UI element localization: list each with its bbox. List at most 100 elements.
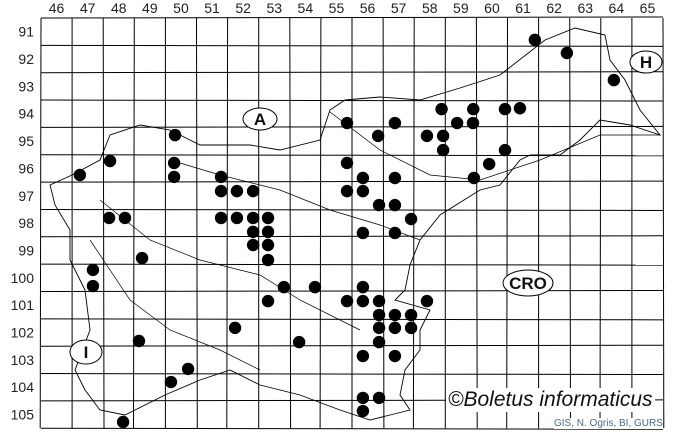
record-dot [513,102,527,115]
record-dot [228,321,242,335]
row-label: 96 [18,160,34,176]
column-label: 56 [360,0,376,16]
grid-line-horizontal [40,427,664,430]
column-label: 51 [204,0,220,16]
record-dot [340,184,354,198]
record-dot [308,280,322,294]
copyright-text: ©Boletus informaticus [446,388,655,412]
record-dot [167,170,181,184]
record-dot [261,294,275,308]
column-label: 48 [111,0,127,16]
record-dot [230,211,244,225]
record-dot [86,263,100,277]
record-dot [420,129,434,143]
grid-line-vertical [289,17,292,429]
country-label-austria: A [242,107,278,131]
column-label: 61 [515,0,531,16]
grid-line-vertical [133,17,135,429]
record-dot [436,129,450,143]
record-dot [340,156,354,170]
record-dot [371,129,385,143]
record-dot [86,279,100,293]
column-label: 60 [484,0,500,16]
record-dot [372,294,386,308]
record-dot [356,184,370,198]
record-dot [246,238,260,252]
row-label: 91 [18,24,34,40]
country-label-croatia: CRO [502,269,554,297]
record-dot [372,335,386,349]
column-label: 54 [298,0,314,16]
record-dot [261,238,275,252]
country-label-hungary: H [629,50,663,74]
grid-line-horizontal [40,263,664,266]
record-dot [372,391,386,405]
grid-line-horizontal [40,344,664,347]
svg-text:A: A [254,110,266,129]
record-dot [356,294,370,308]
record-dot [214,211,228,225]
grid-line-horizontal [40,235,664,238]
record-dot [340,294,354,308]
record-dot [560,46,574,60]
row-label: 94 [18,106,34,122]
record-dot [404,212,418,226]
record-dot [498,143,512,157]
record-dot [372,308,386,322]
grid-line-horizontal [40,373,664,376]
column-label: 50 [173,0,189,16]
column-label: 52 [235,0,251,16]
column-label: 59 [453,0,469,16]
credit-text: GIS, N. Ogris, BI, GURS [554,418,663,429]
column-label: 62 [546,0,562,16]
grid-line-horizontal [40,44,664,47]
column-label: 53 [266,0,282,16]
grid-line-horizontal [40,208,664,211]
slovenia-border [49,27,662,421]
record-dot [372,321,386,335]
record-dot [420,294,434,308]
grid-line-horizontal [40,290,664,292]
grid-line-vertical [382,17,385,429]
record-dot [450,116,464,130]
record-dot [388,349,402,363]
record-dot [607,73,621,87]
record-dot [168,128,182,142]
record-dot [132,334,146,348]
grid-line-vertical [475,17,478,429]
record-dot [164,375,178,389]
record-dot [246,225,260,239]
row-label: 93 [18,78,34,94]
record-dot [246,184,260,198]
column-label: 64 [609,0,625,16]
record-dot [388,226,402,240]
grid-line-vertical [39,17,42,429]
record-dot [167,156,181,170]
row-label: 95 [18,133,34,149]
grid-labels: 46 47 48 49 50 51 52 53 54 55 56 57 58 59 60 61 62 63 64 65… [11,0,656,423]
grid-line-vertical [662,17,665,429]
record-dot [230,184,244,198]
grid-line-vertical [599,17,602,429]
record-dot [261,225,275,239]
record-dot [261,253,275,267]
grid-line-horizontal [40,125,664,128]
record-dot [103,154,117,168]
grid-line-vertical [196,17,198,429]
row-label: 104 [11,379,35,395]
record-dot [436,143,450,157]
record-dot [388,198,402,212]
record-dot [356,226,370,240]
row-label: 99 [18,242,34,258]
record-dot [135,251,149,265]
record-dot [435,102,448,116]
record-dot [404,308,418,322]
river [89,111,660,371]
country-label-italy: I [69,339,103,365]
record-dot [388,308,402,322]
column-label: 55 [329,0,345,16]
column-label: 47 [80,0,96,16]
record-dot [356,349,370,363]
record-dot [116,415,130,429]
